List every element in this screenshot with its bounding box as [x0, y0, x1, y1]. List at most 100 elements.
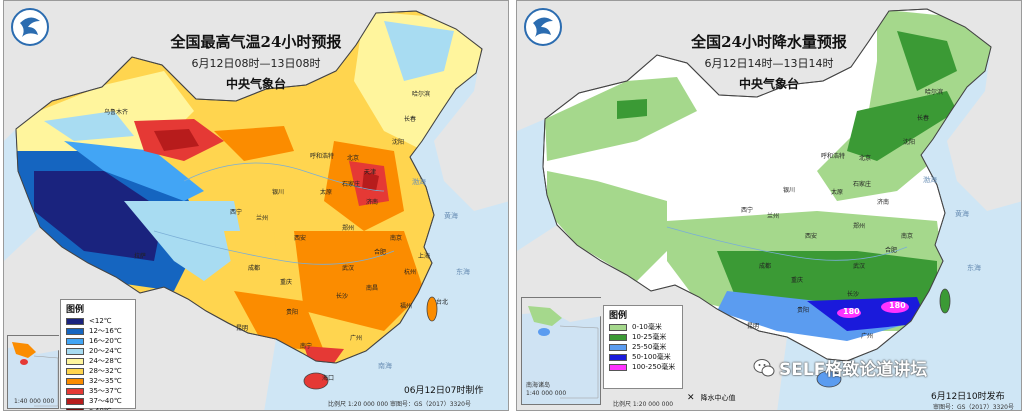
- hainan-island: [303, 372, 329, 390]
- precip-center-value: 180: [843, 307, 860, 316]
- legend-label: 16～20℃: [89, 337, 122, 345]
- wechat-icon: [753, 358, 775, 376]
- station-label: 南昌: [366, 285, 379, 292]
- station-label: 台北: [436, 299, 449, 306]
- legend-label: 24～28℃: [89, 357, 122, 365]
- station-label: 重庆: [280, 279, 293, 286]
- station-label: 成都: [248, 265, 261, 272]
- temperature-map: [4, 1, 508, 410]
- station-label: 长春: [917, 115, 930, 122]
- organization-name: 中央气象台: [738, 77, 799, 91]
- legend-row: <12℃: [66, 316, 135, 326]
- station-label: 太原: [831, 189, 844, 196]
- station-label: 银川: [783, 187, 796, 194]
- legend-swatch: [66, 397, 84, 405]
- legend-row: 35～37℃: [66, 386, 135, 396]
- legend-swatch: [66, 327, 84, 335]
- station-label: 济南: [366, 199, 379, 206]
- audit-note: 审图号：GS（2017）3320号: [933, 404, 1014, 411]
- scale-note: 比例尺 1:20 000 000: [613, 401, 674, 408]
- issue-time: 06月12日07时制作: [404, 386, 484, 396]
- station-label: 拉萨: [134, 253, 147, 260]
- cross-marker-icon: ✕: [687, 393, 695, 403]
- temperature-map-panel: 全国最高气温24小时预报 6月12日08时—13日08时 中央气象台 乌鲁木齐 …: [3, 0, 509, 411]
- legend-row: 50-100毫米: [609, 352, 682, 362]
- inset-map: [8, 336, 60, 407]
- station-label: 哈尔滨: [412, 91, 431, 98]
- precipitation-legend: 图例 0-10毫米 10-25毫米 25-50毫米 50-100毫米 100-250毫米: [603, 305, 683, 389]
- scale-note: 比例尺 1:20 000 000 审图号：GS（2017）3320号: [328, 401, 472, 408]
- station-label: 成都: [759, 263, 772, 270]
- station-label: 乌鲁木齐: [104, 109, 129, 116]
- station-label: 广州: [861, 333, 874, 340]
- legend-label: ≥40℃: [89, 407, 112, 411]
- station-label: 海口: [322, 375, 335, 382]
- south-china-sea-inset: 1:40 000 000: [7, 335, 60, 409]
- legend-label: 100-250毫米: [632, 363, 676, 371]
- map-title: 全国最高气温24小时预报: [170, 33, 342, 51]
- inset-scale: 1:40 000 000: [14, 398, 55, 405]
- legend-row: 20～24℃: [66, 346, 135, 356]
- station-label: 昆明: [236, 325, 249, 332]
- legend-row: 25-50毫米: [609, 342, 682, 352]
- temperature-legend: 图例 <12℃ 12～16℃ 16～20℃ 20～24℃ 24～28℃ 28～32℃ 32～…: [60, 299, 136, 411]
- south-china-sea-inset: 南海诸岛 1:40 000 000: [521, 297, 602, 405]
- legend-label: 50-100毫米: [632, 353, 671, 361]
- organization-name: 中央气象台: [225, 77, 286, 91]
- station-label: 福州: [400, 303, 413, 310]
- legend-swatch: [66, 407, 84, 410]
- station-label: 西安: [294, 235, 307, 242]
- legend-title: 图例: [66, 305, 85, 315]
- station-label: 长春: [404, 116, 417, 123]
- station-label: 北京: [347, 155, 360, 162]
- legend-label: 37～40℃: [89, 397, 122, 405]
- station-label: 郑州: [853, 223, 866, 230]
- station-label: 昆明: [747, 323, 760, 330]
- legend-swatch: [66, 377, 84, 385]
- station-label: 沈阳: [903, 139, 916, 146]
- sea-label: 东海: [967, 264, 981, 272]
- inset-scale: 1:40 000 000: [526, 390, 567, 397]
- legend-row: 10-25毫米: [609, 332, 682, 342]
- legend-swatch: [66, 337, 84, 345]
- station-label: 重庆: [791, 277, 804, 284]
- station-label: 沈阳: [392, 139, 405, 146]
- hainan-island: [816, 370, 842, 388]
- station-label: 郑州: [342, 225, 355, 232]
- precipitation-map-panel: 全国24小时降水量预报 6月12日14时—13日14时 中央气象台 180 18…: [516, 0, 1022, 411]
- forecast-period: 6月12日14时—13日14时: [704, 57, 834, 70]
- station-label: 西宁: [230, 209, 243, 216]
- legend-swatch: [609, 343, 627, 351]
- station-label: 贵阳: [797, 307, 810, 314]
- legend-title: 图例: [609, 311, 628, 321]
- taiwan-island: [426, 296, 438, 322]
- legend-label: 10-25毫米: [632, 333, 667, 341]
- legend-swatch: [609, 323, 627, 331]
- legend-label: <12℃: [89, 317, 112, 325]
- legend-row: 100-250毫米: [609, 362, 682, 372]
- map-title: 全国24小时降水量预报: [691, 33, 847, 51]
- legend-row: 37～40℃: [66, 396, 135, 406]
- legend-label: 20～24℃: [89, 347, 122, 355]
- legend-swatch: [66, 367, 84, 375]
- station-label: 杭州: [404, 269, 417, 276]
- watermark: SELF格致论道讲坛: [753, 355, 927, 380]
- station-label: 南京: [390, 235, 403, 242]
- legend-label: 35～37℃: [89, 387, 122, 395]
- issue-time: 6月12日10时发布: [931, 392, 1005, 402]
- station-label: 天津: [364, 169, 377, 176]
- inset-map: [522, 298, 602, 399]
- legend-row: 24～28℃: [66, 356, 135, 366]
- station-label: 合肥: [885, 247, 898, 254]
- cma-logo-icon: [524, 8, 562, 46]
- station-label: 广州: [350, 335, 363, 342]
- legend-swatch: [609, 353, 627, 361]
- station-label: 武汉: [853, 263, 866, 270]
- station-label: 石家庄: [853, 181, 872, 188]
- legend-row: 32～35℃: [66, 376, 135, 386]
- station-label: 太原: [320, 189, 333, 196]
- legend-row: ≥40℃: [66, 406, 135, 411]
- station-label: 长沙: [847, 291, 860, 298]
- legend-label: 12～16℃: [89, 327, 122, 335]
- station-label: 南宁: [300, 343, 313, 350]
